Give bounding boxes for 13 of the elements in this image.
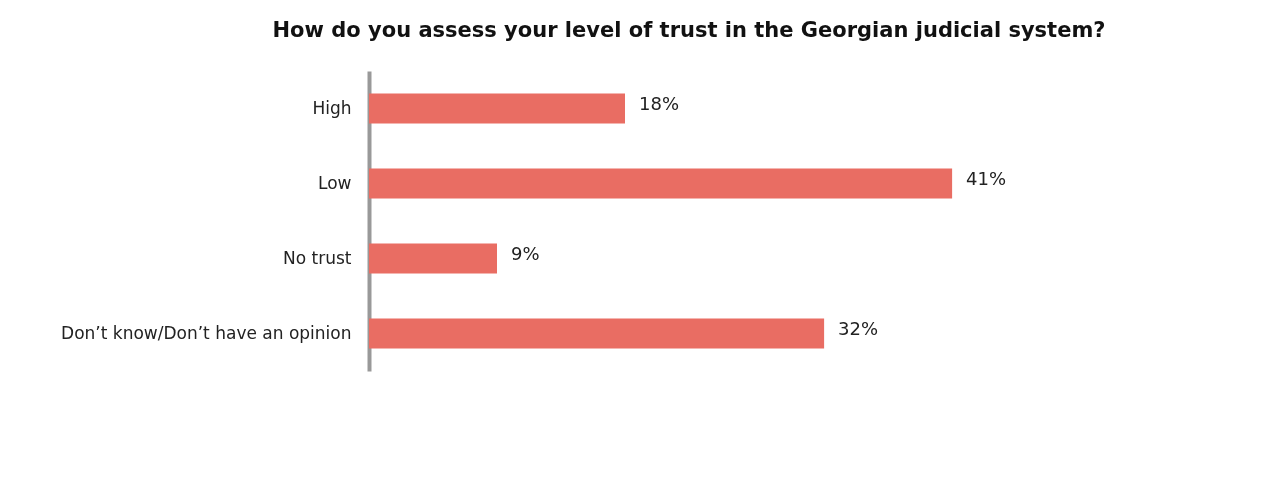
bar bbox=[369, 318, 825, 349]
chart-title: How do you assess your level of trust in the Georgian judicial system? bbox=[272, 18, 1106, 42]
bar bbox=[369, 243, 497, 274]
data-label: 18% bbox=[639, 92, 680, 114]
bar bbox=[369, 93, 625, 124]
data-label: 32% bbox=[838, 317, 879, 339]
data-label: 9% bbox=[511, 242, 540, 264]
y-tick-label: High bbox=[312, 97, 352, 118]
y-tick-label: No trust bbox=[283, 247, 352, 268]
bar bbox=[369, 168, 953, 199]
y-tick-label: Don’t know/Don’t have an opinion bbox=[61, 322, 352, 343]
y-tick-label: Low bbox=[318, 172, 352, 193]
data-label: 41% bbox=[966, 167, 1007, 189]
